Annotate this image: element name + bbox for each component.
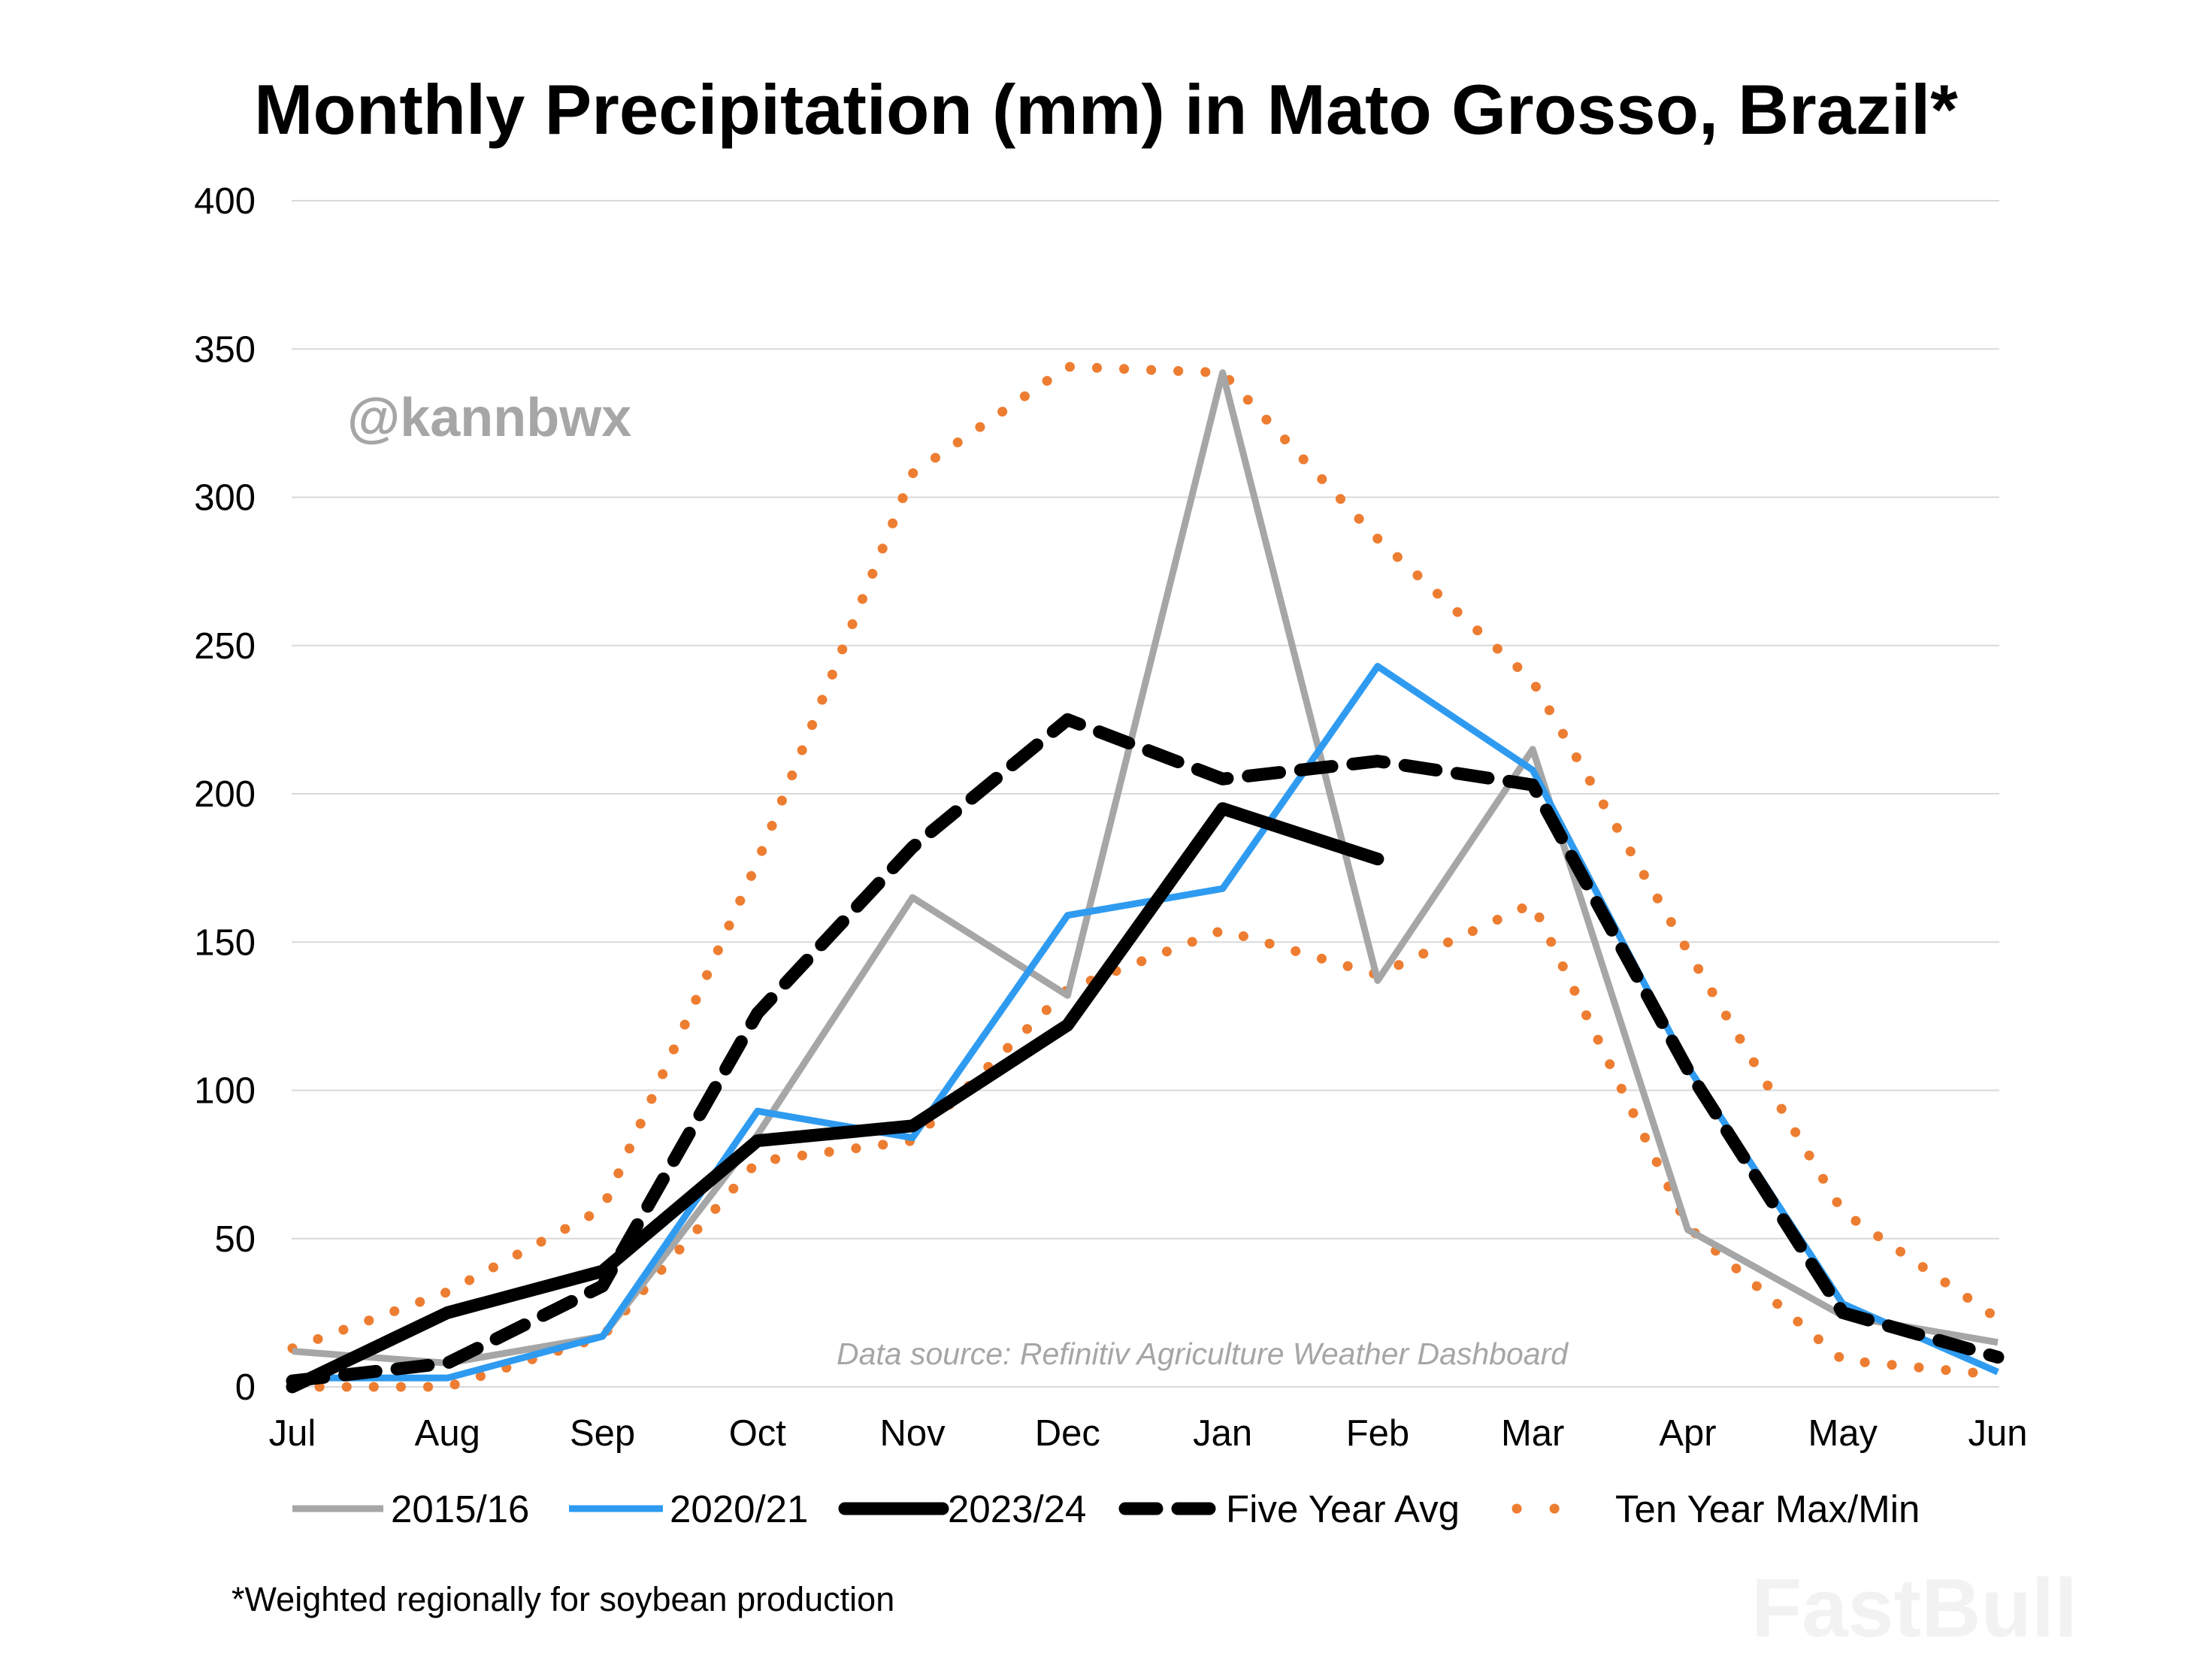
series-line-five-year-avg (286, 713, 2005, 1388)
y-tick-label: 350 (194, 329, 256, 370)
y-tick-label: 400 (194, 181, 256, 222)
y-tick-label: 300 (194, 478, 256, 519)
x-tick-label: Jun (1968, 1413, 2027, 1454)
x-tick-label: May (1808, 1413, 1878, 1454)
x-tick-label: Feb (1346, 1413, 1409, 1454)
watermark: FastBull (1751, 1562, 2077, 1654)
x-tick-label: Jan (1193, 1413, 1252, 1454)
legend-label-five-year-avg: Five Year Avg (1226, 1488, 1460, 1530)
x-tick-label: Aug (415, 1413, 480, 1454)
series-line-2023-24 (286, 802, 1384, 1394)
series-line-ten-year-max-min (287, 362, 2003, 1354)
x-tick-label: Sep (570, 1413, 635, 1454)
axis-ticks: 0 50 100 150 200 250 300 350 400 Jul Aug Sep Oct Nov D… (194, 181, 2027, 1454)
x-tick-label: Mar (1501, 1413, 1564, 1454)
x-tick-label: Apr (1659, 1413, 1716, 1454)
data-source-note: Data source: Refinitiv Agriculture Weath… (837, 1336, 1569, 1371)
legend-label-ten-year-max-min: Ten Year Max/Min (1615, 1488, 1920, 1530)
y-tick-label: 200 (194, 774, 256, 815)
series-line-ten-year-min (287, 898, 2003, 1392)
y-tick-label: 150 (194, 922, 256, 963)
y-tick-label: 250 (194, 626, 256, 667)
footnote: *Weighted regionally for soybean product… (231, 1580, 895, 1618)
x-tick-label: Oct (729, 1413, 787, 1454)
y-tick-label: 50 (214, 1219, 256, 1260)
x-tick-label: Dec (1035, 1413, 1100, 1454)
x-tick-label: Jul (269, 1413, 316, 1454)
y-tick-label: 100 (194, 1071, 256, 1112)
x-tick-label: Nov (880, 1413, 946, 1454)
chart-title: Monthly Precipitation (mm) in Mato Gross… (254, 70, 1958, 149)
series-line-2020-21 (292, 662, 1999, 1382)
legend-label-2020-21: 2020/21 (670, 1488, 809, 1530)
legend-label-2015-16: 2015/16 (391, 1488, 530, 1530)
series-line-2015-16 (292, 369, 1999, 1367)
y-tick-label: 0 (235, 1367, 256, 1408)
author-handle: @kannbwx (347, 388, 632, 448)
gridlines (292, 200, 1999, 1388)
legend-label-2023-24: 2023/24 (948, 1488, 1087, 1530)
series-lines (286, 362, 2005, 1394)
